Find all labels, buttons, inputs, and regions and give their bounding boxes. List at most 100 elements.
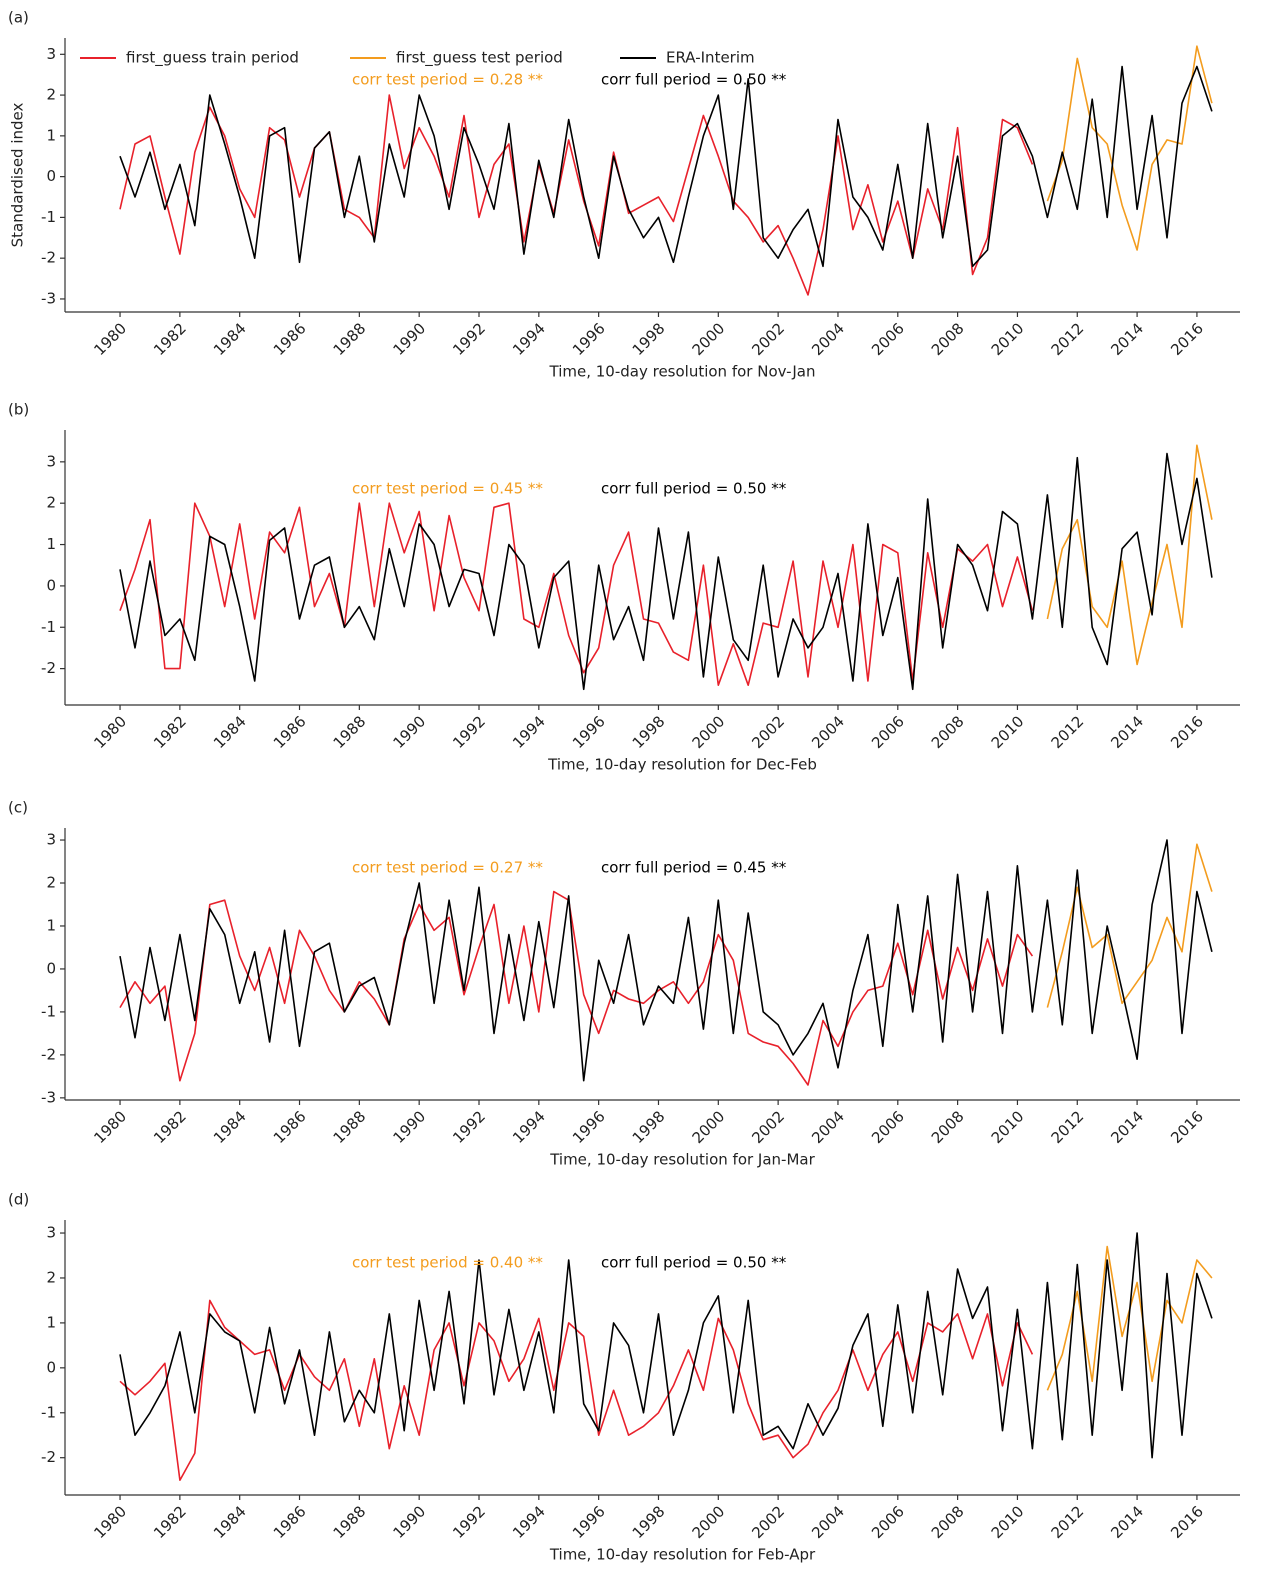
x-tick-label: 1988 — [330, 319, 370, 359]
y-tick-label: 3 — [46, 45, 56, 63]
y-tick-label: 3 — [46, 1224, 56, 1242]
series-line — [119, 452, 1213, 691]
y-axis-label: Standardised index — [9, 102, 27, 247]
x-tick-label: 1998 — [629, 1107, 669, 1147]
x-tick-label: 1982 — [150, 319, 190, 359]
x-tick-label: 1992 — [449, 1107, 489, 1147]
x-tick-label: 1996 — [569, 1502, 609, 1542]
x-tick-label: 2016 — [1167, 1107, 1207, 1147]
y-tick-label: -3 — [41, 1088, 56, 1106]
y-tick-label: 2 — [46, 1268, 56, 1286]
x-tick-label: 2012 — [1048, 712, 1088, 752]
x-tick-label: 2008 — [928, 1502, 968, 1542]
x-tick-label: 1986 — [270, 712, 310, 752]
x-tick-label: 1992 — [449, 319, 489, 359]
annotation: corr test period = 0.27 ** — [352, 859, 543, 877]
y-tick-label: -2 — [41, 249, 56, 267]
annotation: corr full period = 0.50 ** — [601, 480, 787, 498]
series-line — [119, 1232, 1213, 1459]
x-tick-label: 2012 — [1048, 319, 1088, 359]
x-tick-label: 2002 — [748, 1502, 788, 1542]
x-tick-label: 1998 — [629, 1502, 669, 1542]
x-tick-label: 2014 — [1107, 319, 1147, 359]
series-line — [119, 839, 1213, 1082]
y-tick-label: 1 — [46, 1313, 56, 1331]
x-tick-label: 2000 — [689, 1502, 729, 1542]
series-line — [119, 502, 1034, 686]
annotation: corr test period = 0.40 ** — [352, 1254, 543, 1272]
y-tick-label: -1 — [41, 208, 56, 226]
x-tick-label: 1988 — [330, 1107, 370, 1147]
x-tick-label: 2006 — [868, 319, 908, 359]
x-axis-label: Time, 10-day resolution for Nov-Jan — [549, 363, 816, 381]
x-tick-label: 1996 — [569, 1107, 609, 1147]
y-tick-label: 3 — [46, 452, 56, 470]
y-tick-label: 0 — [46, 576, 56, 594]
y-tick-label: 0 — [46, 167, 56, 185]
y-tick-label: 1 — [46, 126, 56, 144]
x-tick-label: 2006 — [868, 1107, 908, 1147]
legend-label: ERA-Interim — [666, 49, 755, 67]
x-tick-label: 1992 — [449, 1502, 489, 1542]
x-tick-label: 2014 — [1107, 1502, 1147, 1542]
series-line — [119, 94, 1034, 296]
x-axis-label: Time, 10-day resolution for Jan-Mar — [549, 1151, 815, 1169]
x-tick-label: 1980 — [90, 1107, 130, 1147]
annotation: corr test period = 0.28 ** — [352, 71, 543, 89]
x-tick-label: 2010 — [988, 1502, 1028, 1542]
x-tick-label: 1984 — [210, 1107, 250, 1147]
x-tick-label: 1990 — [389, 1107, 429, 1147]
y-tick-label: -1 — [41, 1403, 56, 1421]
x-tick-label: 1984 — [210, 319, 250, 359]
x-tick-label: 2002 — [748, 319, 788, 359]
x-tick-label: 1994 — [509, 319, 549, 359]
x-tick-label: 2008 — [928, 1107, 968, 1147]
y-tick-label: 2 — [46, 86, 56, 104]
x-tick-label: 2000 — [689, 712, 729, 752]
panel-label: (d) — [8, 1191, 29, 1209]
annotation: corr test period = 0.45 ** — [352, 480, 543, 498]
y-tick-label: -2 — [41, 1448, 56, 1466]
x-tick-label: 2012 — [1048, 1107, 1088, 1147]
x-tick-label: 2004 — [808, 319, 848, 359]
x-tick-label: 1980 — [90, 1502, 130, 1542]
x-tick-label: 1988 — [330, 1502, 370, 1542]
x-tick-label: 2000 — [689, 319, 729, 359]
y-tick-label: -2 — [41, 1045, 56, 1063]
panel-label: (a) — [8, 9, 29, 27]
x-tick-label: 1998 — [629, 712, 669, 752]
x-tick-label: 2004 — [808, 712, 848, 752]
x-tick-label: 1996 — [569, 712, 609, 752]
x-tick-label: 1982 — [150, 712, 190, 752]
y-tick-label: -1 — [41, 1002, 56, 1020]
y-tick-label: 3 — [46, 831, 56, 849]
x-tick-label: 1984 — [210, 1502, 250, 1542]
y-tick-label: 0 — [46, 1358, 56, 1376]
x-tick-label: 2004 — [808, 1107, 848, 1147]
x-tick-label: 2014 — [1107, 1107, 1147, 1147]
series-line — [1046, 444, 1213, 666]
x-tick-label: 2016 — [1167, 712, 1207, 752]
x-tick-label: 2006 — [868, 712, 908, 752]
panel-label: (c) — [8, 799, 28, 817]
y-tick-label: -2 — [41, 659, 56, 677]
x-tick-label: 2004 — [808, 1502, 848, 1542]
y-tick-label: 0 — [46, 959, 56, 977]
x-tick-label: 2000 — [689, 1107, 729, 1147]
x-tick-label: 1982 — [150, 1502, 190, 1542]
y-tick-label: -1 — [41, 618, 56, 636]
x-tick-label: 1986 — [270, 1502, 310, 1542]
annotation: corr full period = 0.50 ** — [601, 71, 787, 89]
y-tick-label: 1 — [46, 916, 56, 934]
x-tick-label: 1994 — [509, 712, 549, 752]
series-line — [1046, 45, 1213, 251]
x-tick-label: 1982 — [150, 1107, 190, 1147]
x-tick-label: 2010 — [988, 1107, 1028, 1147]
x-tick-label: 1990 — [389, 712, 429, 752]
x-tick-label: 2008 — [928, 319, 968, 359]
x-tick-label: 2016 — [1167, 1502, 1207, 1542]
annotation: corr full period = 0.45 ** — [601, 859, 787, 877]
x-tick-label: 2006 — [868, 1502, 908, 1542]
